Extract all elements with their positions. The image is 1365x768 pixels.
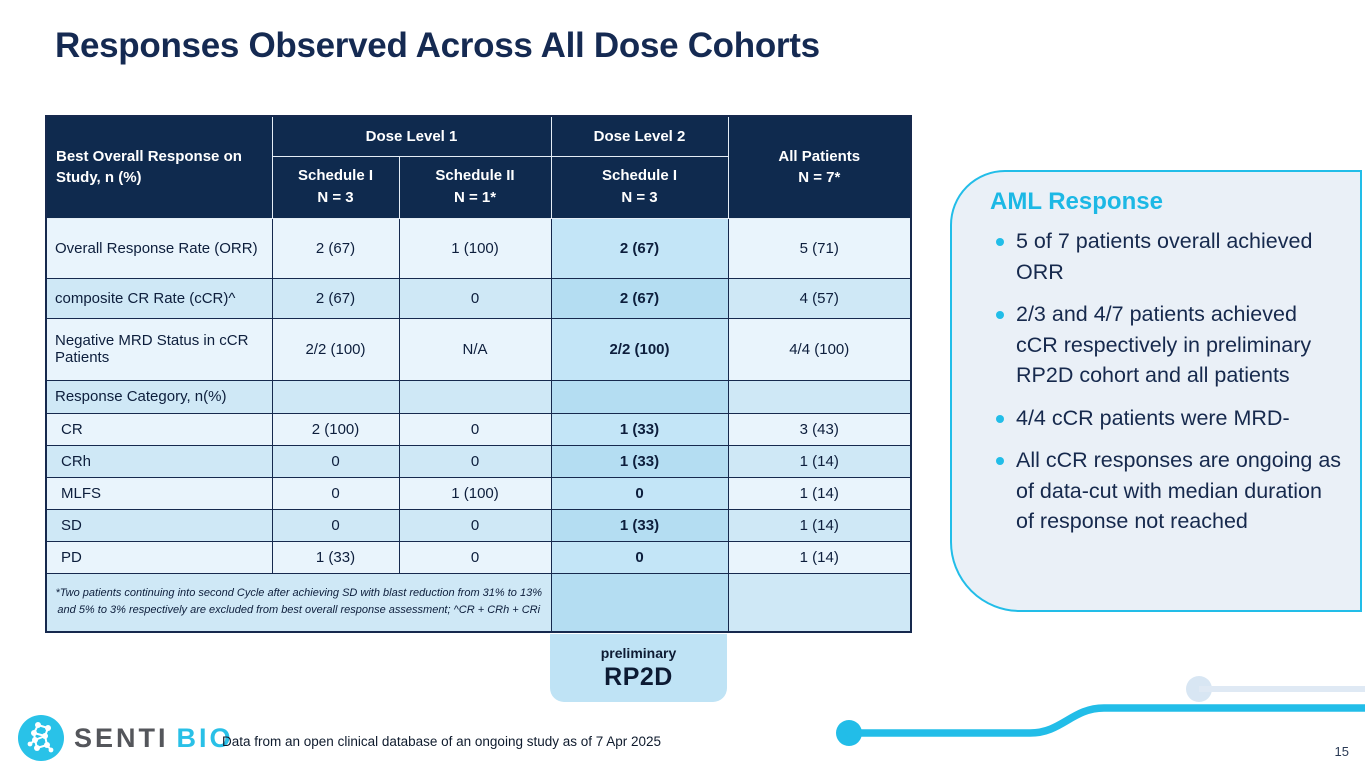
table-row: Overall Response Rate (ORR) 2 (67) 1 (100)… — [45, 217, 912, 279]
callout-bullet: 5 of 7 patients overall achieved ORR — [990, 226, 1344, 287]
table-cell: 2/2 (100) — [271, 317, 400, 381]
table-row: MLFS 0 1 (100) 0 1 (14) — [45, 476, 912, 510]
row-label: CRh — [45, 444, 273, 478]
table-cell: 2 (100) — [271, 412, 400, 446]
senti-bio-logo: SENTI BIO — [18, 715, 234, 761]
row-label: PD — [45, 540, 273, 574]
table-cell: 2 (67) — [271, 277, 400, 319]
table-cell: 2 (67) — [550, 277, 729, 319]
table-cell — [271, 379, 400, 414]
table-cell: 0 — [550, 540, 729, 574]
corner-header: Best Overall Response on Study, n (%) — [45, 115, 273, 219]
table-cell: 1 (14) — [727, 540, 912, 574]
table-cell: 1 (33) — [550, 444, 729, 478]
aml-response-callout: AML Response 5 of 7 patients overall ach… — [950, 170, 1362, 612]
table-cell: 2 (67) — [550, 217, 729, 279]
row-label: Response Category, n(%) — [45, 379, 273, 414]
table-cell: 1 (100) — [398, 217, 552, 279]
cyan-line — [845, 704, 1365, 737]
schedule-header-row: Schedule I N = 3 Schedule II N = 1* Sche… — [46, 155, 911, 219]
table-cell: 0 — [398, 540, 552, 574]
header-all-patients: All Patients N = 7* — [727, 115, 912, 219]
badge-line2: RP2D — [604, 662, 673, 691]
table-cell — [550, 379, 729, 414]
table-cell: 0 — [398, 277, 552, 319]
header-dl1-schedule-2: Schedule II N = 1* — [398, 155, 552, 219]
table-cell — [727, 572, 912, 633]
table-row: Response Category, n(%) — [45, 379, 912, 414]
badge-line1: preliminary — [600, 644, 677, 661]
callout-title: AML Response — [990, 188, 1163, 215]
group-header-dose-level-1: Dose Level 1 — [271, 115, 552, 157]
table-cell: 1 (33) — [271, 540, 400, 574]
table-cell: 3 (43) — [727, 412, 912, 446]
table-cell: 0 — [398, 444, 552, 478]
row-label: CR — [45, 412, 273, 446]
pale-dot — [1186, 676, 1212, 702]
table-row: Negative MRD Status in cCR Patients 2/2 (… — [45, 317, 912, 381]
table-cell: 0 — [398, 508, 552, 542]
row-label: SD — [45, 508, 273, 542]
table-cell: 4 (57) — [727, 277, 912, 319]
data-source-note: Data from an open clinical database of a… — [222, 734, 662, 749]
table-cell: 1 (33) — [550, 412, 729, 446]
callout-bullet: All cCR responses are ongoing as of data… — [990, 445, 1344, 537]
logo-word-senti: SENTI — [74, 722, 169, 753]
table-cell: 1 (100) — [398, 476, 552, 510]
table-body: Overall Response Rate (ORR) 2 (67) 1 (100)… — [45, 217, 912, 633]
table-cell: 0 — [550, 476, 729, 510]
group-header-row: Best Overall Response on Study, n (%) Do… — [45, 115, 912, 219]
table-cell: 0 — [271, 508, 400, 542]
table-cell: 0 — [398, 412, 552, 446]
table-cell: 0 — [271, 476, 400, 510]
table-row: PD 1 (33) 0 0 1 (14) — [45, 540, 912, 574]
table-cell: 1 (14) — [727, 476, 912, 510]
row-label: Negative MRD Status in cCR Patients — [45, 317, 273, 381]
row-label: composite CR Rate (cCR)^ — [45, 277, 273, 319]
response-table: Best Overall Response on Study, n (%) Do… — [45, 115, 912, 633]
table-cell: 1 (14) — [727, 508, 912, 542]
row-label: MLFS — [45, 476, 273, 510]
callout-bullet: 4/4 cCR patients were MRD- — [990, 403, 1344, 434]
footnote-row: *Two patients continuing into second Cyc… — [45, 572, 912, 633]
table-row: CRh 0 0 1 (33) 1 (14) — [45, 444, 912, 478]
table-cell: 4/4 (100) — [727, 317, 912, 381]
table-cell: 1 (33) — [550, 508, 729, 542]
page-title: Responses Observed Across All Dose Cohor… — [55, 26, 820, 65]
table-cell — [727, 379, 912, 414]
logo-wordmark: SENTI BIO — [74, 723, 234, 754]
group-header-dose-level-2: Dose Level 2 — [550, 115, 729, 157]
molecule-network-icon — [18, 715, 64, 761]
table-cell — [550, 572, 729, 633]
table-cell: 0 — [271, 444, 400, 478]
row-label: Overall Response Rate (ORR) — [45, 217, 273, 279]
cyan-dot — [836, 720, 862, 746]
header-dl1-schedule-1: Schedule I N = 3 — [271, 155, 400, 219]
table-header: Best Overall Response on Study, n (%) Do… — [45, 115, 912, 219]
table-cell: 5 (71) — [727, 217, 912, 279]
table-cell: N/A — [398, 317, 552, 381]
table-footnote: *Two patients continuing into second Cyc… — [45, 572, 552, 633]
preliminary-rp2d-badge: preliminary RP2D — [550, 634, 727, 702]
header-dl2-schedule-1: Schedule I N = 3 — [550, 155, 729, 219]
table-row: CR 2 (100) 0 1 (33) 3 (43) — [45, 412, 912, 446]
table-cell — [398, 379, 552, 414]
callout-bullet: 2/3 and 4/7 patients achieved cCR respec… — [990, 299, 1344, 391]
table-row: composite CR Rate (cCR)^ 2 (67) 0 2 (67) 4 (… — [45, 277, 912, 319]
logo-word-bio: BIO — [176, 722, 234, 753]
table-cell: 2/2 (100) — [550, 317, 729, 381]
page-number: 15 — [1334, 744, 1349, 759]
table-cell: 1 (14) — [727, 444, 912, 478]
table-cell: 2 (67) — [271, 217, 400, 279]
callout-bullet-list: 5 of 7 patients overall achieved ORR 2/3 … — [990, 226, 1344, 537]
table-row: SD 0 0 1 (33) 1 (14) — [45, 508, 912, 542]
